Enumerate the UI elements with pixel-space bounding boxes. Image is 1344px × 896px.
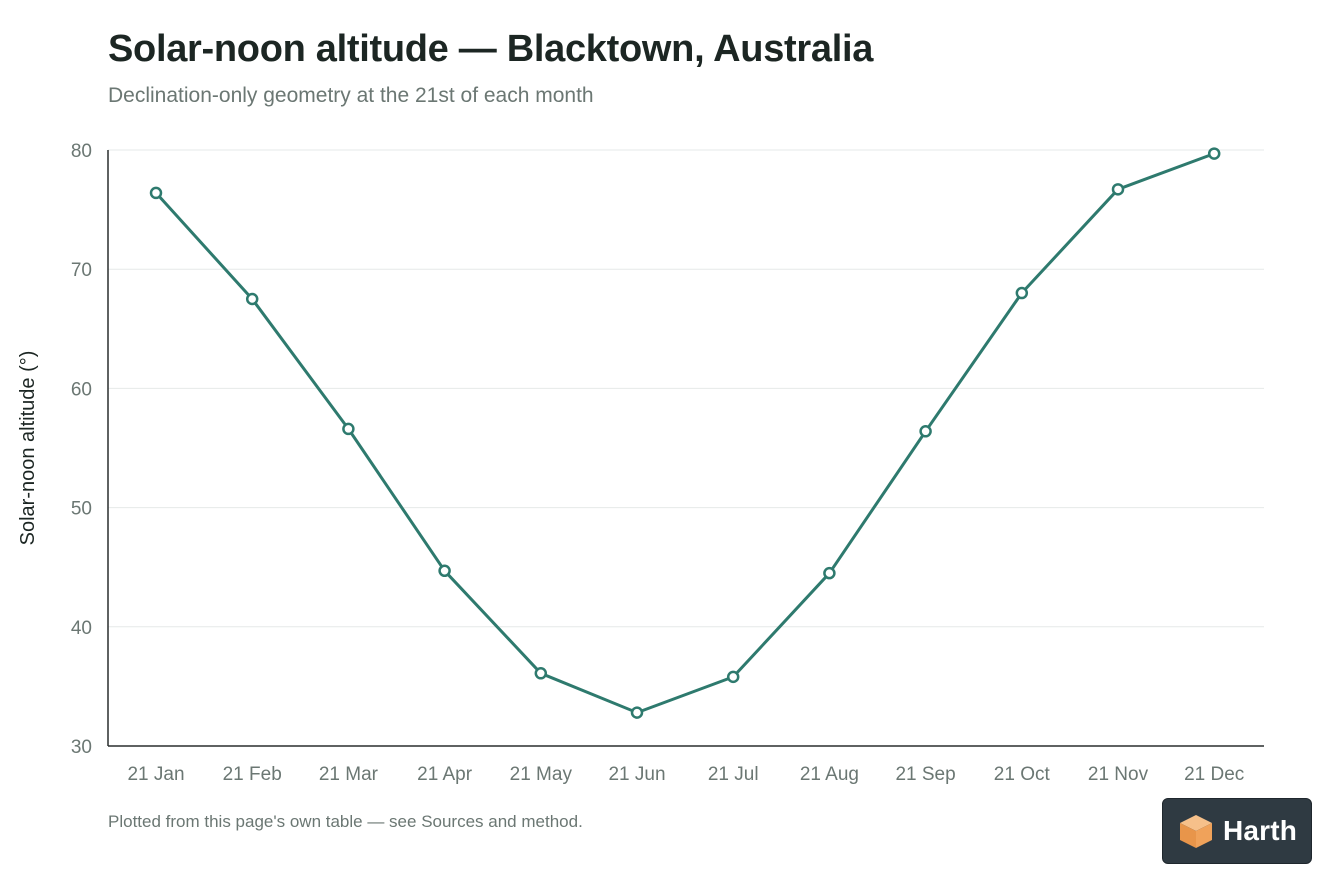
y-axis-label: Solar-noon altitude (°)	[17, 351, 39, 546]
data-point[interactable]	[534, 667, 548, 680]
data-point[interactable]	[630, 706, 644, 719]
x-tick-label: 21 Apr	[417, 764, 473, 785]
x-tick-labels: 21 Jan 21 Feb 21 Mar 21 Apr 21 May 21 Jun 21 J…	[127, 764, 1244, 785]
x-tick-label: 21 Dec	[1184, 764, 1244, 785]
series-line	[154, 152, 1216, 715]
data-point[interactable]	[438, 564, 451, 578]
data-point[interactable]	[726, 670, 740, 684]
x-tick-label: 21 Jan	[127, 764, 184, 785]
x-tick-label: 21 May	[510, 764, 573, 785]
x-tick-label: 21 Mar	[319, 764, 379, 785]
brand-badge[interactable]: Harth	[1162, 798, 1312, 864]
data-point[interactable]	[919, 425, 932, 438]
x-tick-label: 21 Jul	[708, 764, 759, 785]
data-point[interactable]	[1111, 183, 1125, 196]
data-point[interactable]	[823, 566, 836, 580]
data-point[interactable]	[245, 292, 259, 306]
gridlines	[108, 149, 1264, 628]
x-tick-label: 21 Sep	[895, 764, 955, 785]
y-tick-label: 60	[71, 379, 92, 400]
data-point[interactable]	[149, 186, 163, 200]
brand-name: Harth	[1222, 815, 1298, 846]
x-tick-label: 21 Jun	[608, 764, 665, 785]
x-tick-label: 21 Oct	[994, 764, 1051, 785]
cube-logo-icon	[1179, 815, 1212, 848]
footnote: Plotted from this page's own table — see…	[108, 812, 583, 831]
data-point[interactable]	[342, 422, 355, 436]
x-tick-label: 21 Nov	[1088, 764, 1149, 785]
chart-title: Solar-noon altitude — Blacktown, Austral…	[108, 28, 874, 70]
x-tick-label: 21 Aug	[800, 764, 859, 785]
y-tick-label: 80	[71, 141, 92, 162]
chart-subtitle: Declination-only geometry at the 21st of…	[108, 84, 594, 107]
y-tick-label: 30	[71, 737, 92, 758]
y-tick-label: 40	[71, 618, 92, 639]
axes	[107, 150, 1264, 747]
y-tick-labels: 30 40 50 60 70 80	[71, 141, 92, 758]
data-point[interactable]	[1015, 286, 1029, 300]
y-tick-label: 70	[71, 260, 92, 281]
data-points	[149, 147, 1221, 719]
y-tick-label: 50	[71, 499, 92, 520]
x-tick-label: 21 Feb	[223, 764, 282, 785]
data-point[interactable]	[1207, 147, 1221, 160]
